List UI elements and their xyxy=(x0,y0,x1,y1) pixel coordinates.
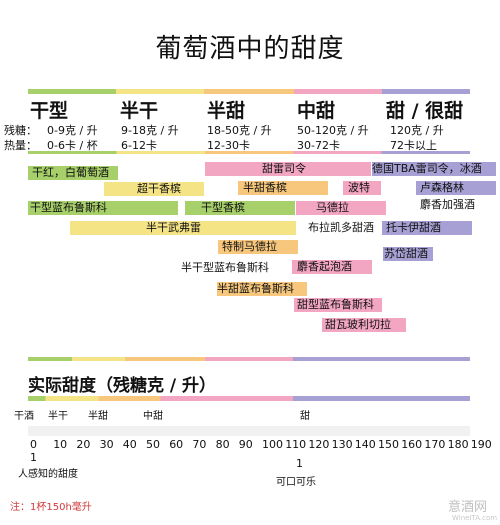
axis-tick-label: 170 xyxy=(424,438,446,451)
category-name-sweet: 中甜 xyxy=(297,100,336,122)
category-sugar-sweet: 50-120克 / 升 xyxy=(297,124,369,137)
watermark-url: WineITA.com xyxy=(452,514,498,522)
cola-marker-caption: 可口可乐 xyxy=(276,477,316,488)
wine-bar xyxy=(28,201,178,215)
wine-label: 波特 xyxy=(348,181,370,194)
category-calories-very-sweet: 72卡以上 xyxy=(390,139,437,152)
wine-bar xyxy=(383,247,433,261)
wine-label: 麝香起泡酒 xyxy=(297,260,352,273)
category-calories-dry: 0-6卡 / 杯 xyxy=(47,139,98,152)
axis-tick-label: 70 xyxy=(192,438,207,451)
axis-tick-label: 150 xyxy=(378,438,399,451)
footnote: 注：1杯150h毫升 xyxy=(10,502,92,513)
wine-bar xyxy=(185,201,295,215)
category-calories-sweet: 30-72卡 xyxy=(297,139,340,152)
category-strip-off-dry xyxy=(116,89,204,94)
wine-label: 甜雷司令 xyxy=(262,162,306,175)
axis-tick-label: 10 xyxy=(53,438,68,451)
section-top-strip xyxy=(28,357,470,361)
perceived-marker-value: 1 xyxy=(30,451,37,464)
wine-label: 超干香槟 xyxy=(137,182,181,195)
category-name-very-sweet: 甜 / 很甜 xyxy=(386,100,464,122)
axis-tick-label: 140 xyxy=(354,438,376,451)
axis-tick-label: 20 xyxy=(76,438,91,451)
category-divider-strip xyxy=(28,151,470,154)
wine-bar xyxy=(372,162,496,176)
wine-bar xyxy=(217,282,307,296)
category-sugar-very-sweet: 120克 / 升 xyxy=(390,124,444,137)
wine-bar xyxy=(382,221,472,235)
sugar-row-label: 残糖： xyxy=(4,124,37,137)
axis-tick-label: 160 xyxy=(401,438,423,451)
axis-tick-label: 60 xyxy=(169,438,184,451)
wine-bar xyxy=(218,240,298,254)
axis-tick-label: 190 xyxy=(470,438,492,451)
axis-tick-label: 80 xyxy=(215,438,230,451)
wine-label: 干红，白葡萄酒 xyxy=(32,166,109,179)
category-calories-off-dry: 6-12卡 xyxy=(121,139,157,152)
axis-tick-label: 50 xyxy=(146,438,160,451)
perceived-marker-caption: 人感知的甜度 xyxy=(18,469,78,480)
axis-tick-label: 0 xyxy=(30,438,37,451)
scale-label-off-dry: 半干 xyxy=(48,411,68,422)
category-sugar-dry: 0-9克 / 升 xyxy=(47,124,98,137)
wine-label: 半甜香槟 xyxy=(243,181,287,194)
actual-sweetness-title: 实际甜度（残糖克 / 升） xyxy=(28,376,217,396)
scale-label-sweet: 中甜 xyxy=(143,411,163,422)
wine-label: 麝香加强酒 xyxy=(420,198,475,211)
wine-label: 半干型蓝布鲁斯科 xyxy=(181,261,269,274)
wine-label: 马德拉 xyxy=(316,201,349,214)
cola-marker-value: 1 xyxy=(296,457,303,470)
page-title: 葡萄酒中的甜度 xyxy=(155,34,345,64)
wine-label: 托卡伊甜酒 xyxy=(386,221,441,234)
axis-tick-label: 100 xyxy=(262,438,283,451)
wine-bar xyxy=(292,260,372,274)
wine-label: 甜瓦玻利切拉 xyxy=(325,318,391,331)
category-sugar-medium-sweet: 18-50克 / 升 xyxy=(207,124,272,137)
category-strip-dry xyxy=(28,89,116,94)
category-strip-very-sweet xyxy=(382,89,470,94)
axis-tick-label: 130 xyxy=(331,438,353,451)
wine-bar xyxy=(70,221,296,235)
wine-label: 德国TBA雷司令，冰酒 xyxy=(372,162,482,175)
category-name-medium-sweet: 半甜 xyxy=(207,100,246,122)
wine-label: 半甜蓝布鲁斯科 xyxy=(217,282,294,295)
wine-label: 布拉凯多甜酒 xyxy=(308,221,374,234)
wine-label: 苏岱甜酒 xyxy=(384,247,428,260)
wine-bar xyxy=(294,298,382,312)
wine-label: 甜型蓝布鲁斯科 xyxy=(297,298,374,311)
calories-row-label: 热量： xyxy=(4,139,37,152)
wine-bar xyxy=(28,166,118,180)
wine-bar xyxy=(205,162,371,176)
category-name-dry: 干型 xyxy=(30,100,69,122)
wine-bar xyxy=(343,181,381,195)
category-strip-sweet xyxy=(294,89,382,94)
axis-tick-label: 120 xyxy=(308,438,330,451)
watermark-logo: 意酒网 xyxy=(448,500,488,515)
wine-bar xyxy=(416,181,496,195)
wine-bar xyxy=(238,181,328,195)
scale-label-dry: 干酒 xyxy=(14,411,34,422)
axis-tick-label: 30 xyxy=(99,438,114,451)
axis-tick-label: 110 xyxy=(285,438,307,451)
sweetness-axis xyxy=(28,426,470,436)
scale-label-very-sweet: 甜 xyxy=(300,411,310,422)
scale-label-medium-sweet: 半甜 xyxy=(88,411,108,422)
category-sugar-off-dry: 9-18克 / 升 xyxy=(121,124,179,137)
wine-bar xyxy=(104,182,204,196)
category-name-off-dry: 半干 xyxy=(120,100,159,122)
axis-tick-label: 90 xyxy=(238,438,253,451)
axis-tick-label: 180 xyxy=(447,438,469,451)
sweetness-scale-strip xyxy=(28,396,470,401)
wine-bar xyxy=(296,201,386,215)
wine-label: 干型蓝布鲁斯科 xyxy=(30,201,107,214)
wine-bar xyxy=(322,318,406,332)
wine-label: 特制马德拉 xyxy=(222,240,277,253)
category-strip-medium-sweet xyxy=(204,89,294,94)
wine-label: 干型香槟 xyxy=(201,201,245,214)
wine-label: 卢森格林 xyxy=(420,181,464,194)
category-calories-medium-sweet: 12-30卡 xyxy=(207,139,250,152)
wine-label: 半干武弗雷 xyxy=(146,221,201,234)
axis-tick-label: 40 xyxy=(122,438,137,451)
